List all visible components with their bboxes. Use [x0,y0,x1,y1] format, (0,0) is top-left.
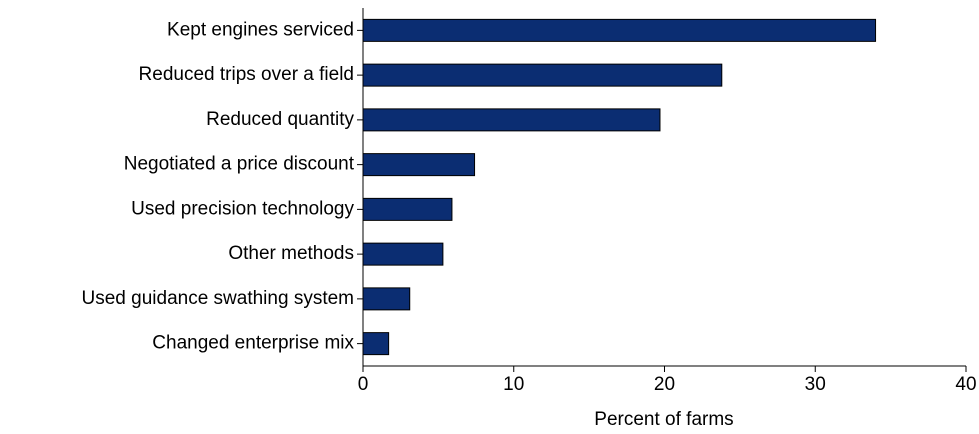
y-tick-label: Used guidance swathing system [82,288,354,309]
x-tick-label: 30 [805,374,826,395]
x-tick-label: 0 [358,374,369,395]
bar [362,197,453,221]
bar [362,63,723,87]
x-tick-label: 10 [503,374,524,395]
bar [362,153,476,177]
y-tick-label: Reduced trips over a field [139,64,354,85]
bar [362,332,390,356]
x-tick-label: 40 [955,374,976,395]
y-tick-label: Other methods [228,243,354,264]
bar [362,287,411,311]
bar [362,18,877,42]
y-tick-label: Used precision technology [131,198,354,219]
y-tick-label: Changed enterprise mix [152,333,354,354]
x-tick-label: 20 [654,374,675,395]
y-tick-label: Kept engines serviced [167,19,354,40]
bar [362,108,661,132]
x-axis-title: Percent of farms [594,409,733,430]
bar [362,242,444,266]
y-tick-label: Reduced quantity [206,109,354,130]
y-tick-label: Negotiated a price discount [124,154,355,175]
